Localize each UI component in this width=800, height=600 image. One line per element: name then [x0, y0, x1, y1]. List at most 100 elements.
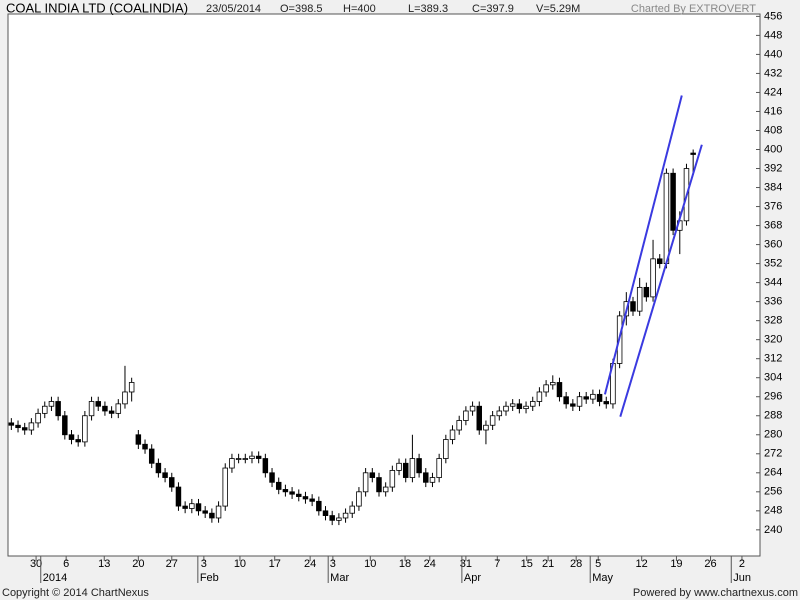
y-tick-label: 248: [764, 505, 782, 517]
y-tick-label: 264: [764, 467, 782, 479]
x-tick-label: 3: [330, 558, 336, 570]
y-tick-label: 352: [764, 258, 782, 270]
candle-body: [643, 286, 650, 298]
x-tick-label: 19: [670, 558, 682, 570]
candle-body: [282, 489, 289, 493]
y-tick-label: 360: [764, 238, 782, 250]
candle-body: [88, 401, 95, 417]
y-tick-label: 440: [764, 48, 782, 60]
candle-body: [249, 455, 255, 459]
chart-title: COAL INDIA LTD (COALINDIA): [6, 0, 188, 15]
x-tick-label: 27: [166, 558, 178, 570]
x-tick-label: 24: [424, 558, 436, 570]
footer-right: Powered by www.chartnexus.com: [633, 587, 798, 599]
candle-body: [189, 503, 195, 509]
candle-body: [663, 172, 670, 265]
candle-body: [175, 486, 182, 507]
candle-body: [690, 152, 696, 155]
candle-body: [48, 401, 55, 407]
candle-body: [195, 503, 202, 512]
candle-body: [128, 382, 135, 393]
footer-left: Copyright © 2014 ChartNexus: [2, 587, 149, 599]
candle-body: [376, 477, 382, 493]
candle-body: [115, 403, 122, 414]
candle-body: [209, 512, 215, 519]
x-tick-label: 30: [30, 558, 42, 570]
candle-body: [550, 382, 556, 386]
candle-body: [229, 458, 235, 469]
info-high: H=400: [343, 3, 376, 15]
candle-body: [429, 477, 436, 483]
candle-body: [82, 415, 88, 443]
candle-body: [148, 448, 155, 464]
candle-body: [636, 286, 643, 312]
candle-body: [650, 258, 656, 298]
x-tick-label: 3: [201, 558, 207, 570]
x-tick-label: 13: [98, 558, 110, 570]
candle-body: [456, 420, 462, 431]
candle-body: [436, 458, 442, 478]
credit: Charted By EXTROVERT: [631, 3, 756, 15]
x-tick-label: 21: [542, 558, 554, 570]
info-low: L=389.3: [408, 3, 448, 15]
candle-body: [409, 458, 416, 478]
candle-body: [21, 427, 28, 431]
candle-body: [369, 472, 376, 478]
candle-body: [275, 481, 282, 490]
y-tick-label: 384: [764, 181, 782, 193]
candle-body: [443, 439, 449, 459]
candle-body: [656, 258, 663, 265]
y-tick-label: 240: [764, 524, 782, 536]
y-tick-label: 456: [764, 10, 782, 22]
plot-area: [7, 13, 761, 557]
y-tick-label: 416: [764, 105, 782, 117]
candle-body: [416, 458, 422, 474]
candle-body: [122, 391, 128, 405]
candle-body: [269, 472, 275, 483]
candle-body: [102, 405, 108, 412]
candle-body: [289, 491, 295, 495]
candle-body: [135, 434, 142, 445]
candle-body: [68, 434, 75, 440]
candle-body: [55, 401, 61, 417]
x-tick-label: 28: [570, 558, 582, 570]
y-tick-label: 432: [764, 67, 782, 79]
info-open: O=398.5: [280, 3, 323, 15]
candle-body: [296, 493, 302, 497]
candle-body: [469, 405, 476, 412]
candle-body: [169, 477, 175, 488]
x-tick-label: 5: [595, 558, 601, 570]
candle-body: [242, 458, 249, 460]
candle-body: [496, 410, 503, 417]
y-tick-label: 344: [764, 277, 782, 289]
x-tick-label: 31: [460, 558, 472, 570]
candle-body: [543, 384, 549, 393]
candle-body: [15, 424, 21, 429]
candle-body: [302, 496, 309, 500]
candle-body: [396, 462, 402, 471]
candle-body: [356, 491, 362, 507]
candle-body: [182, 505, 188, 509]
y-tick-label: 288: [764, 410, 782, 422]
candle-body: [630, 301, 636, 312]
candle-body: [603, 401, 609, 405]
candle-body: [489, 415, 496, 426]
y-tick-label: 320: [764, 334, 782, 346]
candle-body: [583, 396, 589, 400]
candle-body: [402, 462, 409, 478]
y-tick-label: 256: [764, 486, 782, 498]
candle-body: [222, 467, 228, 507]
candle-body: [162, 472, 168, 478]
candle-body: [529, 401, 536, 407]
info-close: C=397.9: [472, 3, 514, 15]
candle-body: [42, 405, 48, 414]
y-tick-label: 448: [764, 29, 782, 41]
candle-body: [362, 472, 369, 493]
y-tick-label: 312: [764, 353, 782, 365]
candle-body: [309, 498, 315, 502]
y-tick-label: 408: [764, 124, 782, 136]
x-tick-label: 24: [304, 558, 316, 570]
x-tick-label: 12: [636, 558, 648, 570]
y-tick-label: 424: [764, 86, 782, 98]
candle-body: [202, 510, 208, 514]
